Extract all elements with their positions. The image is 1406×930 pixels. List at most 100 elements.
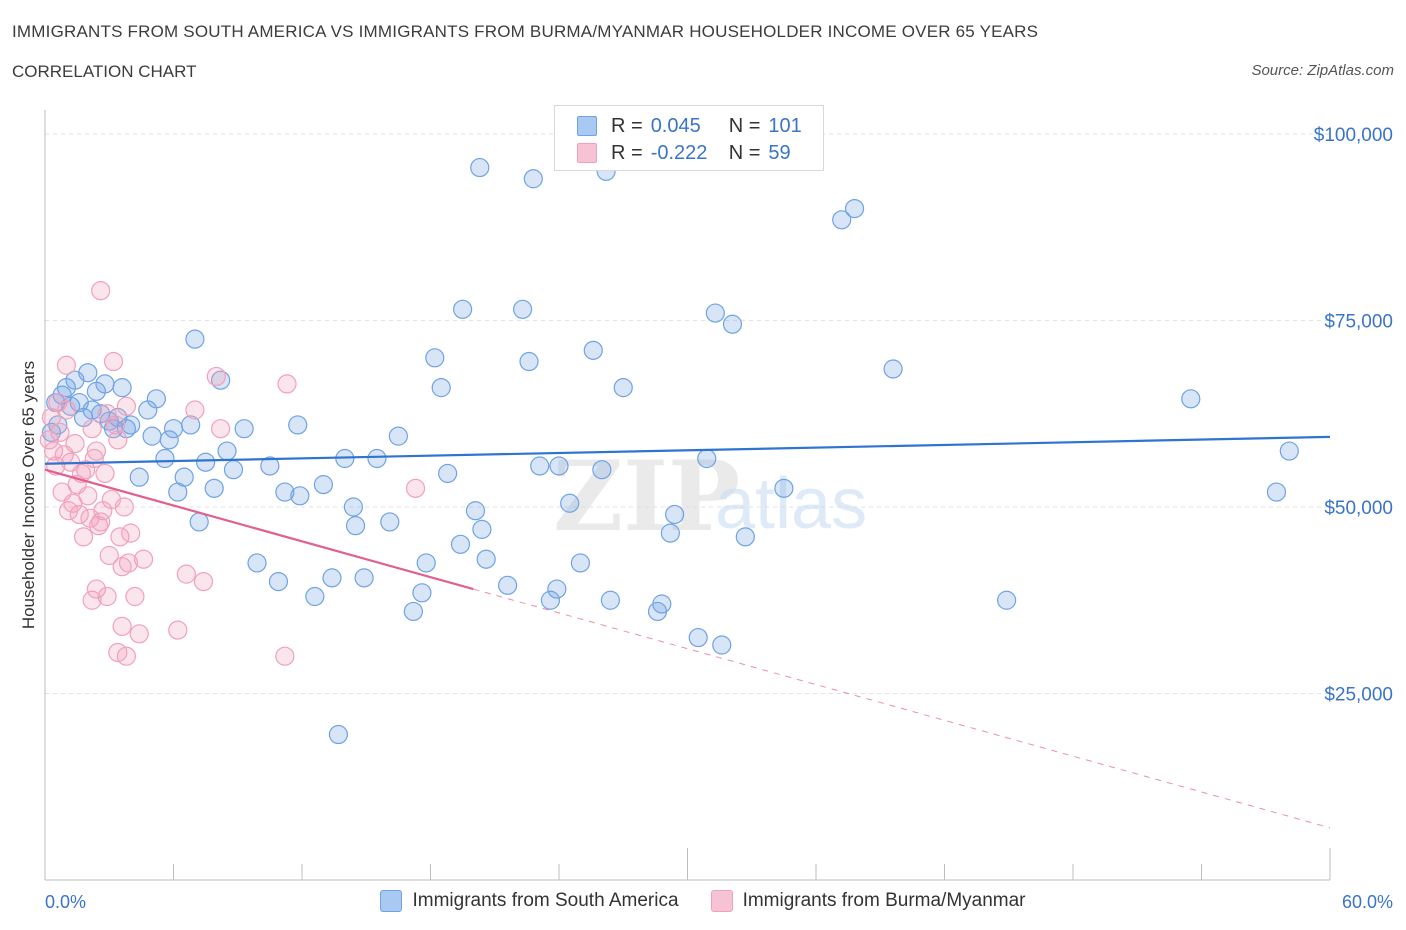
point-south-america xyxy=(883,359,903,379)
point-south-america xyxy=(129,467,149,487)
point-burma xyxy=(129,624,149,644)
point-south-america xyxy=(774,478,794,498)
watermark-zip: ZIP xyxy=(553,440,740,553)
legend-item-burma: Immigrants from Burma/Myanmar xyxy=(710,890,1026,912)
point-south-america xyxy=(997,590,1017,610)
point-south-america xyxy=(560,493,580,513)
point-burma xyxy=(168,620,188,640)
point-south-america xyxy=(155,448,175,469)
point-south-america xyxy=(438,463,458,484)
point-burma xyxy=(121,523,141,543)
point-burma xyxy=(39,430,59,450)
legend-swatch-pink xyxy=(577,143,597,163)
point-south-america xyxy=(380,512,400,532)
y-tick-label: $100,000 xyxy=(1314,125,1393,146)
legend-label: Immigrants from Burma/Myanmar xyxy=(742,890,1026,911)
x-tick-label-min: 0.0% xyxy=(45,892,86,912)
point-south-america xyxy=(367,448,387,469)
point-south-america xyxy=(530,456,550,476)
point-burma xyxy=(118,553,139,573)
point-south-america xyxy=(234,419,254,439)
r-value: 0.045 xyxy=(650,114,701,137)
point-burma xyxy=(211,419,231,439)
point-south-america xyxy=(290,486,310,506)
point-south-america xyxy=(523,169,543,189)
point-burma xyxy=(125,586,145,607)
point-burma xyxy=(133,549,154,569)
point-south-america xyxy=(547,579,567,599)
x-tick-label-max: 60.0% xyxy=(1342,892,1393,912)
n-label: N = xyxy=(728,114,761,137)
point-burma xyxy=(82,419,102,439)
point-south-america xyxy=(328,724,349,745)
point-burma xyxy=(78,486,98,506)
point-south-america xyxy=(159,430,179,450)
point-south-america xyxy=(592,460,612,480)
legend-swatch-blue xyxy=(577,116,597,136)
point-burma xyxy=(176,564,196,584)
point-south-america xyxy=(260,456,280,476)
point-south-america xyxy=(549,456,569,476)
point-south-america xyxy=(450,534,471,554)
point-burma xyxy=(56,355,77,375)
point-south-america xyxy=(288,415,308,435)
point-south-america xyxy=(163,419,184,439)
point-south-america xyxy=(476,549,496,569)
n-value: 59 xyxy=(768,141,791,164)
legend-swatch-pink xyxy=(710,890,733,912)
point-south-america xyxy=(697,448,717,469)
point-south-america xyxy=(652,594,672,614)
point-south-america xyxy=(665,504,685,525)
point-south-america xyxy=(403,601,423,622)
point-burma xyxy=(277,374,297,394)
point-south-america xyxy=(354,568,374,588)
point-south-america xyxy=(472,519,492,539)
r-value: -0.222 xyxy=(650,141,708,164)
point-south-america xyxy=(313,475,334,495)
y-tick-label: $50,000 xyxy=(1324,498,1393,519)
point-south-america xyxy=(540,590,561,610)
point-south-america xyxy=(48,415,68,435)
point-south-america xyxy=(425,348,445,368)
y-axis-label: Householder Income Over 65 years xyxy=(19,361,38,629)
point-south-america xyxy=(512,299,533,319)
point-burma xyxy=(108,642,128,663)
point-south-america xyxy=(416,553,436,573)
point-south-america xyxy=(204,478,224,498)
point-burma xyxy=(43,441,64,461)
point-south-america xyxy=(453,299,473,319)
n-value: 101 xyxy=(768,114,802,137)
point-burma xyxy=(185,400,205,420)
point-south-america xyxy=(181,415,201,435)
point-south-america xyxy=(583,340,603,360)
source-label: Source: ZipAtlas.com xyxy=(1251,62,1394,79)
point-south-america xyxy=(196,452,216,472)
point-burma xyxy=(193,571,214,592)
point-south-america xyxy=(570,553,591,573)
point-south-america xyxy=(712,635,732,655)
point-burma xyxy=(73,527,94,547)
point-burma xyxy=(110,527,130,547)
point-south-america xyxy=(189,512,209,532)
point-south-america xyxy=(217,441,237,461)
point-south-america xyxy=(832,210,852,230)
point-burma xyxy=(86,441,107,461)
point-burma xyxy=(206,366,226,387)
point-south-america xyxy=(112,378,132,398)
point-burma xyxy=(56,400,77,420)
point-burma xyxy=(108,430,128,450)
point-south-america xyxy=(705,303,725,323)
point-south-america xyxy=(268,571,289,592)
point-burma xyxy=(97,586,117,607)
point-south-america xyxy=(844,199,865,219)
point-south-america xyxy=(121,415,141,435)
point-burma xyxy=(86,579,107,599)
point-south-america xyxy=(1181,389,1201,409)
y-tick-label: $25,000 xyxy=(1324,685,1393,706)
n-label: N = xyxy=(728,141,761,164)
point-burma xyxy=(82,590,102,610)
point-burma xyxy=(405,478,426,498)
series-legend: Immigrants from South America Immigrants… xyxy=(0,890,1406,912)
y-tick-label: $75,000 xyxy=(1324,312,1393,333)
stats-legend-row-1: R = 0.045 N = 101 xyxy=(577,114,802,138)
